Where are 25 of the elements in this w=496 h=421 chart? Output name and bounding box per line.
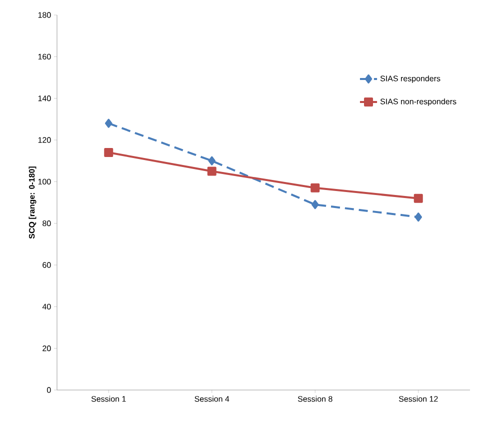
y-tick-label: 180 — [38, 12, 51, 18]
legend-label: SIAS non-responders — [380, 98, 456, 106]
y-tick-label: 60 — [42, 262, 51, 268]
y-tick-label: 80 — [42, 220, 51, 226]
point — [208, 156, 216, 166]
y-tick-label: 20 — [42, 346, 51, 352]
y-tick-label: 120 — [38, 137, 51, 143]
y-tick-label: 100 — [38, 178, 51, 184]
x-tick-label: Session 12 — [398, 396, 438, 402]
x-tick-label: Session 1 — [91, 396, 126, 402]
y-tick-label: 160 — [38, 54, 51, 60]
point — [104, 148, 114, 157]
legend-label: SIAS responders — [380, 75, 440, 83]
x-tick-label: Session 4 — [194, 396, 230, 402]
point — [312, 200, 319, 210]
y-axis-title: SCQ [range: 0-180] — [28, 166, 36, 239]
point — [207, 166, 216, 176]
point — [105, 118, 112, 128]
y-tick-label: 40 — [42, 304, 51, 310]
y-tick-label: 140 — [38, 96, 51, 102]
y-tick-label: 0 — [46, 387, 51, 393]
x-tick-label: Session 8 — [298, 396, 332, 402]
point — [414, 194, 423, 203]
point — [414, 212, 422, 222]
point — [310, 183, 320, 192]
